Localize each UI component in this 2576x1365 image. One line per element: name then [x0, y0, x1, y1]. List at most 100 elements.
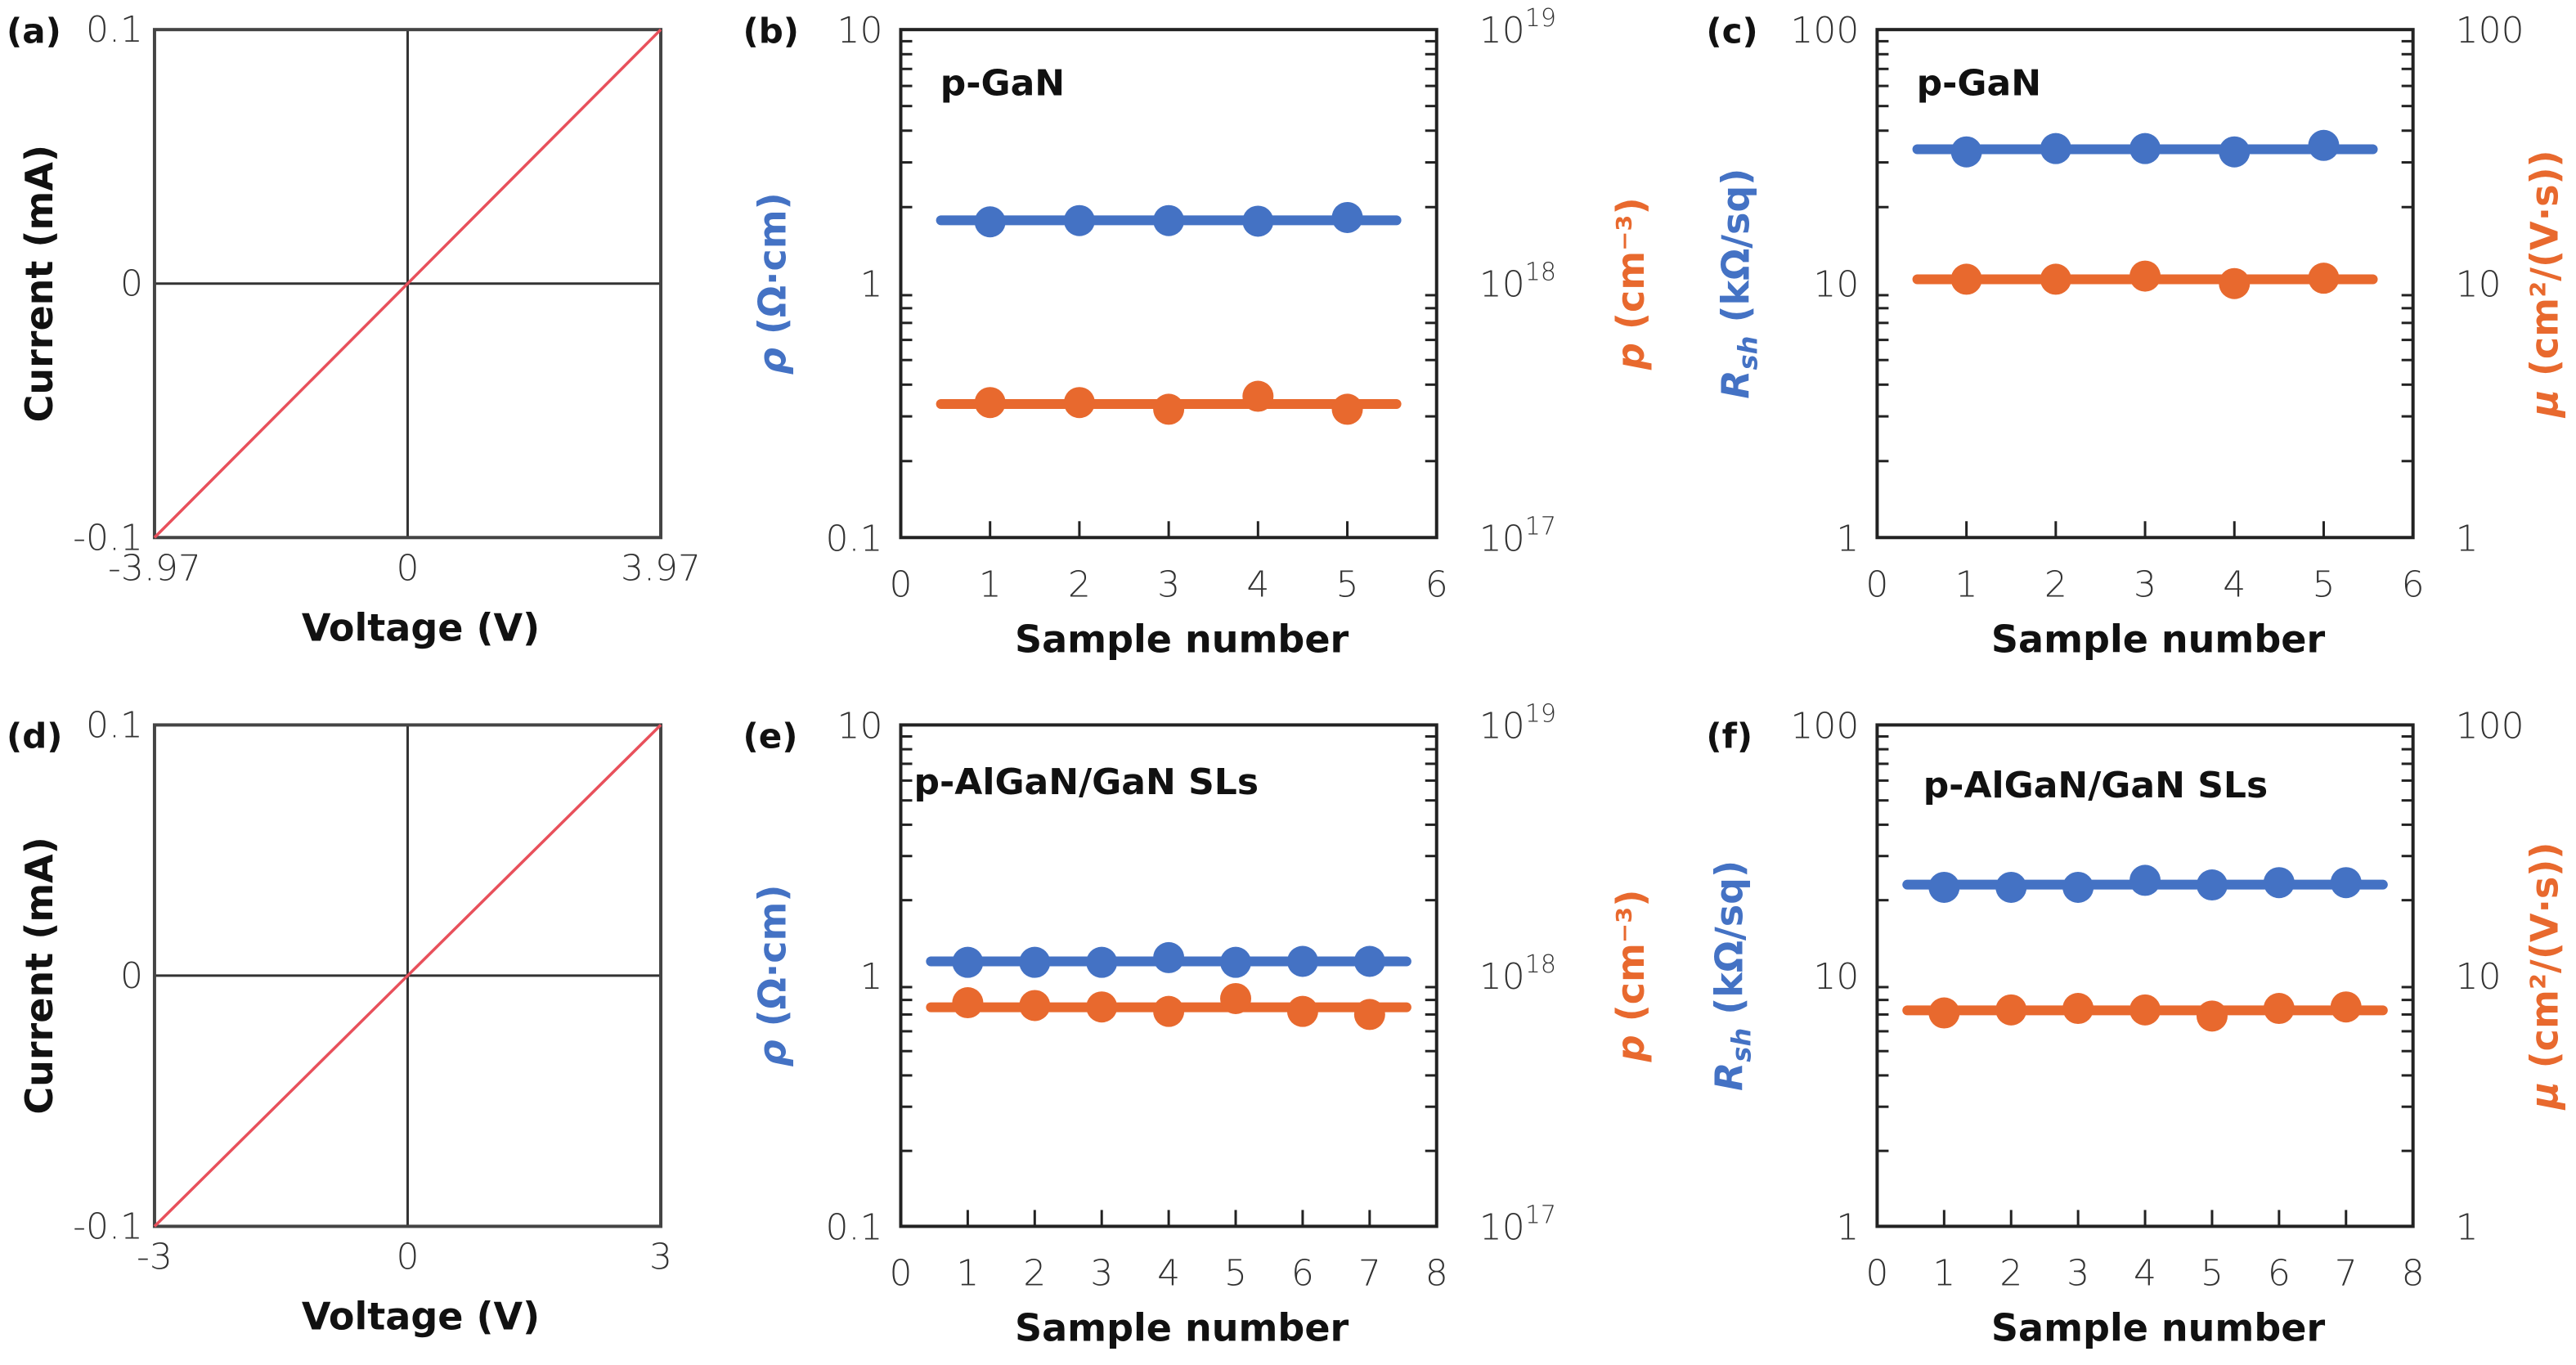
panel-label: (e) [743, 716, 798, 757]
x-tick-label: 3 [1090, 1252, 1113, 1294]
x-tick-label: 3 [2134, 564, 2156, 605]
right-y-tick-label: 1 [2456, 1206, 2479, 1248]
left-y-tick-label: 1 [1836, 518, 1859, 559]
data-point-left [2330, 867, 2362, 899]
y-axis-label: Current (mA) [17, 145, 61, 422]
x-tick-label: 5 [1224, 1252, 1247, 1294]
data-point-right [2308, 263, 2340, 294]
x-tick-label: 6 [1425, 564, 1448, 605]
right-y-axis-label: p (cm⁻³) [1609, 197, 1653, 370]
data-point-left [1353, 945, 1385, 977]
data-point-left [1331, 201, 1363, 233]
panel-label: (c) [1706, 11, 1757, 51]
left-y-axis-label: ρ (Ω·cm) [751, 885, 795, 1067]
data-point-left [1286, 945, 1318, 977]
x-tick-label: 0 [396, 547, 419, 589]
data-point-right [2062, 993, 2094, 1025]
data-point-left [1063, 204, 1095, 236]
plot-frame [899, 28, 1438, 540]
left-y-tick-label: 1 [1836, 1206, 1859, 1248]
iv-curve [153, 724, 662, 1228]
data-point-right [2129, 994, 2161, 1026]
y-axis-label: Current (mA) [17, 837, 61, 1114]
panel-title: p-AlGaN/GaN SLs [1923, 765, 2268, 806]
data-point-left [2062, 871, 2094, 903]
panel-title: p-GaN [940, 63, 1065, 105]
right-y-tick-label: 1017 [1479, 512, 1556, 559]
x-tick-label: 6 [2268, 1252, 2291, 1294]
left-y-tick-label: 1 [859, 956, 882, 998]
x-axis-label: Voltage (V) [302, 605, 540, 649]
data-point-left [2308, 129, 2340, 161]
data-point-left [2040, 132, 2071, 164]
x-axis-label: Voltage (V) [302, 1294, 540, 1338]
panel-label: (d) [7, 716, 62, 757]
y-tick-label: 0.1 [86, 704, 143, 746]
data-point-left [1950, 136, 1982, 168]
data-point-left [1928, 871, 1960, 903]
left-y-tick-label: 0.1 [825, 518, 882, 559]
right-y-tick-label: 1019 [1479, 4, 1556, 52]
data-point-left [1995, 871, 2027, 903]
x-tick-label: 3.97 [621, 547, 701, 589]
x-tick-label: 4 [2134, 1252, 2156, 1294]
iv-curve [153, 28, 662, 539]
right-y-tick-label: 100 [2456, 10, 2524, 52]
data-point-right [1153, 393, 1185, 425]
data-point-left [2263, 867, 2295, 899]
data-point-right [2330, 991, 2362, 1023]
x-tick-label: 5 [2201, 1252, 2224, 1294]
left-y-tick-label: 100 [1790, 705, 1859, 747]
x-axis-label: Sample number [1015, 1305, 1349, 1349]
x-tick-label: 6 [2402, 564, 2425, 605]
data-point-left [1153, 941, 1185, 973]
right-y-tick-label: 1019 [1479, 699, 1556, 747]
panel-label: (a) [7, 11, 61, 51]
left-y-tick-label: 10 [837, 705, 882, 747]
x-tick-label: 4 [1157, 1252, 1180, 1294]
data-point-left [1153, 204, 1185, 236]
data-point-right [1331, 393, 1363, 425]
x-tick-label: 2 [2044, 564, 2067, 605]
left-y-tick-label: 10 [1813, 956, 1859, 998]
x-tick-label: 2 [1999, 1252, 2022, 1294]
left-y-axis-label: Rsh (kΩ/sq) [1714, 168, 1764, 399]
right-y-axis-label: μ (cm²/(V·s)) [2522, 842, 2566, 1111]
x-tick-label: 4 [1246, 564, 1269, 605]
data-point-right [1286, 995, 1318, 1027]
data-point-left [1242, 205, 1274, 237]
x-tick-label: 6 [1291, 1252, 1314, 1294]
x-tick-label: 7 [2335, 1252, 2358, 1294]
left-y-tick-label: 1 [859, 264, 882, 306]
x-tick-label: -3.97 [108, 547, 201, 589]
data-point-left [952, 946, 984, 978]
data-point-right [2129, 260, 2161, 292]
right-y-axis-label: μ (cm²/(V·s)) [2522, 150, 2566, 419]
data-point-left [1019, 946, 1051, 978]
panel-label: (b) [743, 11, 799, 51]
x-axis-label: Sample number [1015, 617, 1349, 661]
x-tick-label: 8 [1425, 1252, 1448, 1294]
x-tick-label: 0 [889, 564, 912, 605]
x-tick-label: 3 [2067, 1252, 2089, 1294]
data-point-right [1928, 997, 1960, 1029]
panel-title: p-GaN [1917, 63, 2041, 105]
data-point-left [1220, 946, 1252, 978]
x-tick-label: -3 [137, 1236, 173, 1277]
panel-d: (d) 0.1 0 -0.1-3 0 3 Voltage (V) Current (mA) [7, 704, 672, 1338]
data-point-right [1353, 999, 1385, 1030]
x-tick-label: 2 [1023, 1252, 1046, 1294]
data-point-right [1063, 387, 1095, 419]
x-tick-label: 8 [2402, 1252, 2425, 1294]
y-tick-label: 0.1 [86, 9, 143, 51]
data-point-right [1220, 982, 1252, 1014]
data-point-right [1995, 994, 2027, 1026]
panel-title: p-AlGaN/GaN SLs [914, 761, 1259, 803]
right-y-tick-label: 10 [2456, 264, 2502, 306]
x-tick-label: 5 [1336, 564, 1359, 605]
data-point-right [2196, 1000, 2228, 1032]
data-point-right [974, 387, 1006, 419]
data-point-left [1086, 946, 1118, 978]
